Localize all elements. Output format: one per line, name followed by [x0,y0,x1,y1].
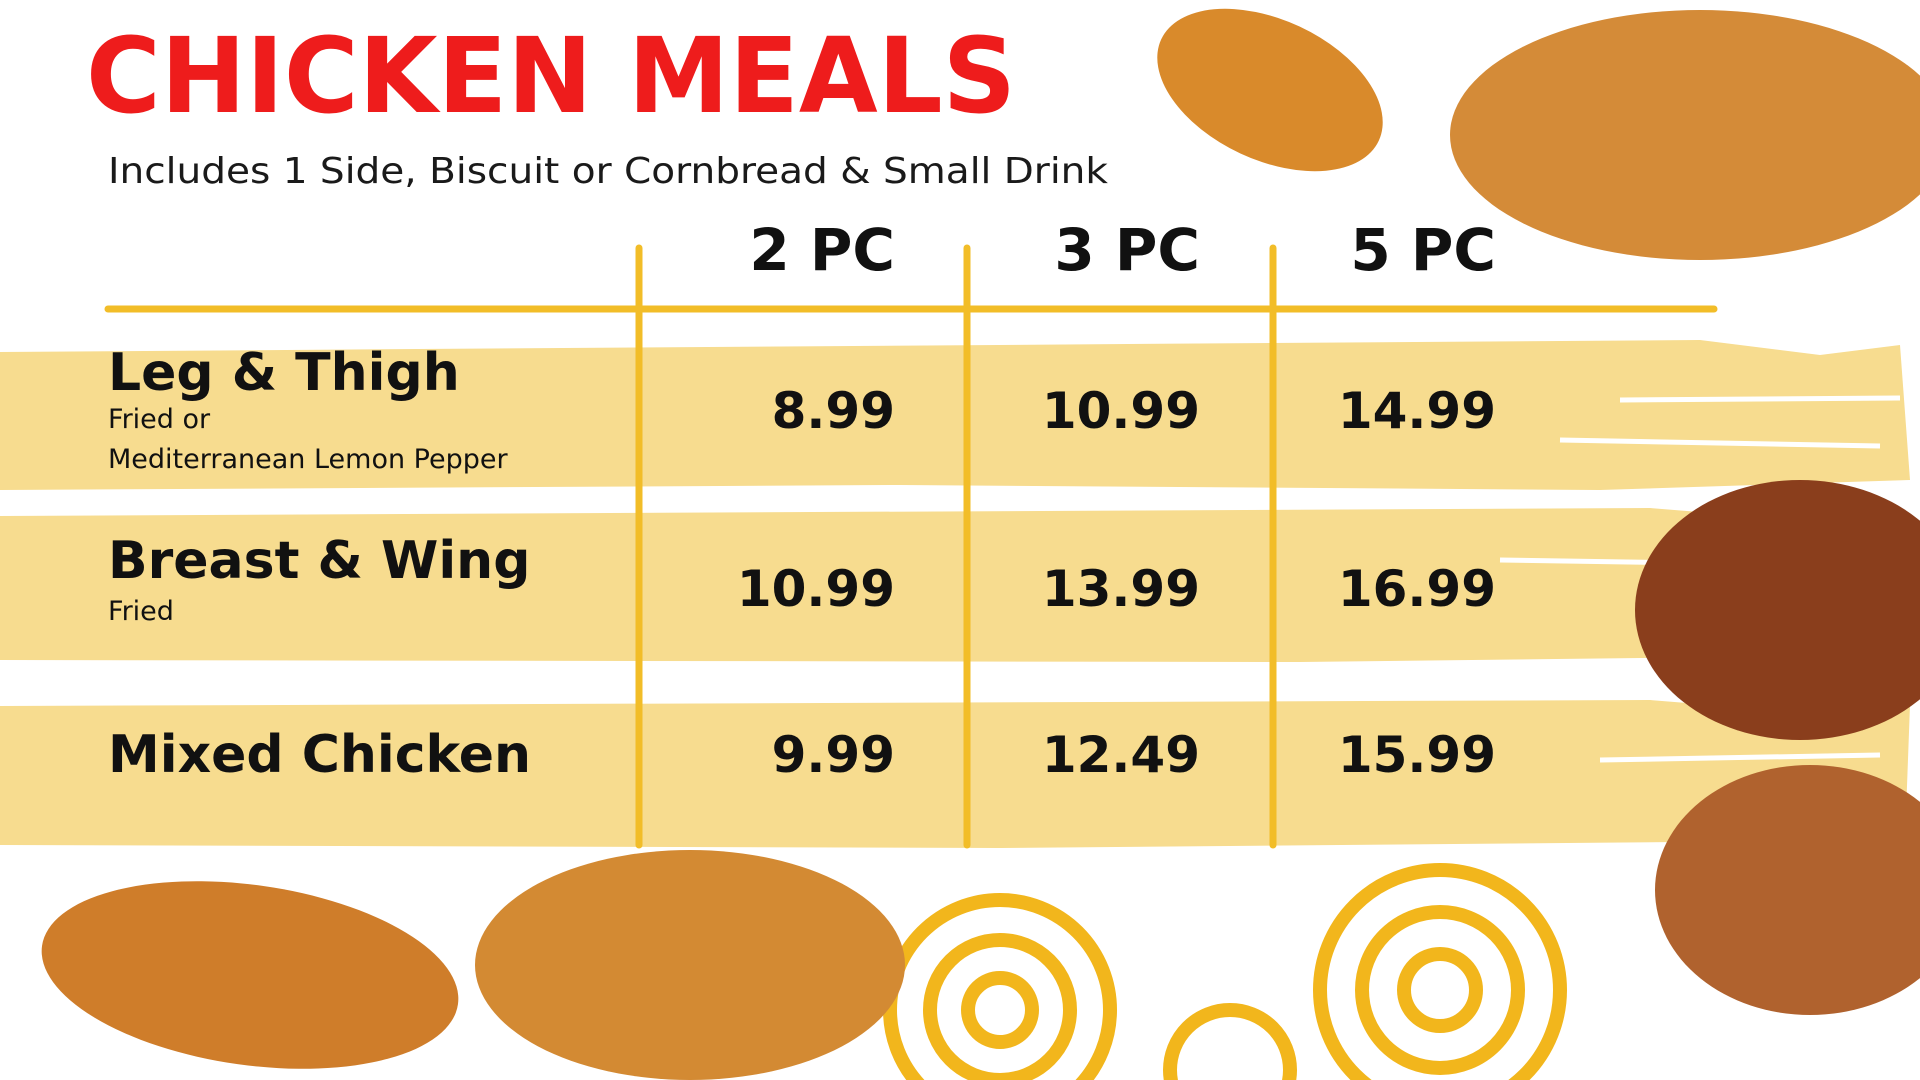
price: 14.99 [1338,382,1496,440]
title: CHICKEN MEALS [86,15,1016,137]
item-name: Mixed Chicken [108,725,531,785]
price: 9.99 [772,726,895,784]
price: 15.99 [1338,726,1496,784]
price: 10.99 [1042,382,1200,440]
column-header: 2 PC [749,216,895,284]
price: 12.49 [1042,726,1200,784]
food-images [41,8,1920,1080]
subtitle: Includes 1 Side, Biscuit or Cornbread & … [108,151,1108,192]
item-description: Fried [108,596,174,627]
item-name: Leg & Thigh [108,343,460,403]
price: 10.99 [737,560,895,618]
price: 8.99 [772,382,895,440]
price: 13.99 [1042,560,1200,618]
item-name: Breast & Wing [108,531,530,591]
price: 16.99 [1338,560,1496,618]
column-header: 5 PC [1350,216,1496,284]
swirls [883,863,1567,1080]
item-description: Mediterranean Lemon Pepper [108,444,508,475]
item-description: Fried or [108,404,211,435]
stripes [0,340,1910,848]
column-header: 3 PC [1054,216,1200,284]
table-lines [104,244,1718,849]
